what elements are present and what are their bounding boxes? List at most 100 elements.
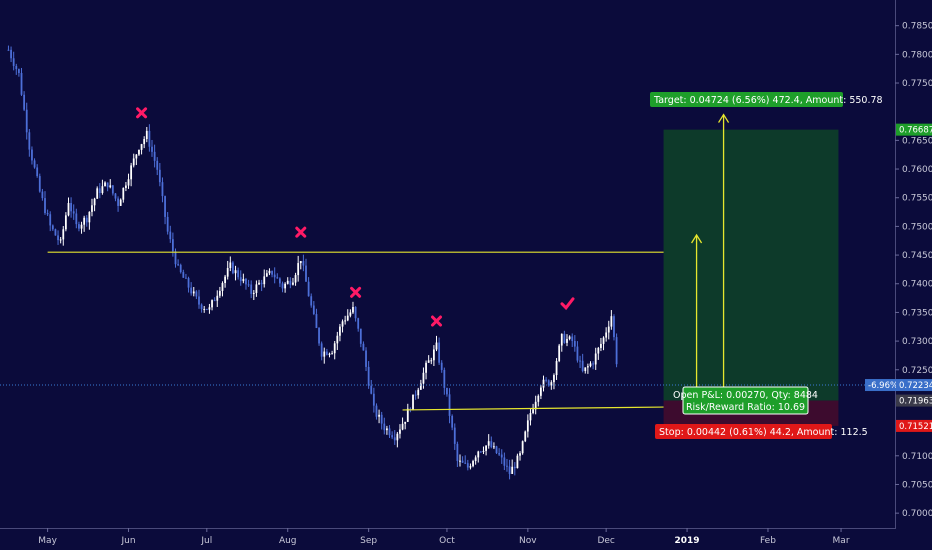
target-arrows bbox=[691, 113, 730, 401]
time-tick-label: Aug bbox=[279, 536, 297, 546]
candle-body bbox=[281, 283, 284, 289]
candle-body bbox=[289, 280, 292, 285]
candle-body bbox=[59, 239, 62, 241]
time-tick-label: Dec bbox=[597, 536, 614, 546]
candle-body bbox=[388, 428, 391, 436]
candle-body bbox=[145, 130, 148, 140]
candle-body bbox=[560, 333, 563, 346]
candle-body bbox=[586, 366, 589, 368]
candle-body bbox=[221, 283, 224, 291]
time-tick-label: Nov bbox=[519, 536, 537, 546]
candle-body bbox=[419, 383, 422, 390]
candle-body bbox=[435, 342, 438, 350]
target-badge[interactable]: Target: 0.04724 (6.56%) 472.4, Amount: 5… bbox=[650, 92, 883, 107]
candle-body bbox=[302, 260, 305, 266]
time-tick-label: Oct bbox=[439, 536, 455, 546]
candle-body bbox=[239, 277, 242, 282]
candle-body bbox=[292, 282, 294, 285]
candle-body bbox=[506, 465, 508, 467]
candle-body bbox=[357, 318, 360, 329]
candle-body bbox=[263, 276, 266, 285]
support-trendline[interactable] bbox=[402, 406, 664, 411]
stop-badge-text: Stop: 0.00442 (0.61%) 44.2, Amount: 112.… bbox=[659, 427, 868, 438]
candle-body bbox=[171, 239, 174, 252]
candle-body bbox=[479, 451, 482, 453]
candle-body bbox=[49, 214, 52, 226]
candle-body bbox=[579, 360, 581, 362]
x-marker-icon bbox=[431, 315, 442, 327]
candle-body bbox=[54, 229, 57, 236]
candle-body bbox=[613, 316, 615, 338]
candle-body bbox=[64, 215, 67, 230]
candle-body bbox=[328, 353, 331, 355]
candle-body bbox=[192, 291, 195, 294]
time-tick-label: Sep bbox=[360, 536, 377, 546]
candle-body bbox=[119, 199, 122, 206]
candle-body bbox=[372, 393, 375, 406]
x-marker-icon bbox=[350, 286, 362, 298]
candle-body bbox=[158, 169, 161, 183]
time-tick-label: May bbox=[38, 536, 57, 546]
candle-body bbox=[615, 337, 618, 365]
candle-body bbox=[571, 336, 574, 342]
candle-body bbox=[581, 360, 584, 372]
candle-body bbox=[584, 367, 587, 372]
candle-body bbox=[28, 132, 31, 150]
candle-body bbox=[370, 385, 373, 394]
candle-body bbox=[401, 423, 404, 430]
candle-body bbox=[273, 274, 276, 278]
candle-body bbox=[464, 462, 467, 464]
candle-body bbox=[336, 335, 339, 344]
candle-body bbox=[286, 280, 289, 284]
candle-body bbox=[461, 460, 464, 463]
candle-body bbox=[537, 395, 540, 402]
arrow-head-icon bbox=[691, 233, 703, 244]
candle-body bbox=[443, 369, 446, 388]
time-tick-label: Jul bbox=[200, 536, 212, 546]
candle-body bbox=[260, 282, 263, 285]
candle-body bbox=[500, 454, 503, 458]
svg-text:-6.96%: -6.96% bbox=[868, 381, 898, 391]
candle-body bbox=[339, 326, 341, 336]
candle-body bbox=[526, 420, 529, 432]
candle-body bbox=[245, 278, 247, 285]
candle-body bbox=[83, 217, 86, 225]
candle-body bbox=[174, 251, 177, 265]
candle-body bbox=[448, 394, 451, 416]
svg-text:0.71963: 0.71963 bbox=[899, 397, 932, 407]
candle-body bbox=[36, 167, 39, 177]
candle-body bbox=[70, 203, 72, 212]
candle-body bbox=[12, 58, 15, 66]
candle-body bbox=[106, 182, 109, 188]
time-tick-label: Feb bbox=[760, 536, 776, 546]
candle-body bbox=[362, 343, 365, 351]
pattern-markers bbox=[136, 107, 575, 327]
svg-text:0.71521: 0.71521 bbox=[899, 422, 932, 432]
candle-body bbox=[477, 451, 480, 458]
candle-body bbox=[359, 328, 362, 344]
candle-body bbox=[18, 69, 20, 73]
time-axis[interactable]: May Jun Jul Aug Sep Oct Nov Dec 2019 Feb Mar bbox=[38, 528, 850, 546]
candle-body bbox=[310, 296, 313, 306]
candle-body bbox=[265, 273, 268, 277]
candle-body bbox=[114, 193, 117, 199]
candle-body bbox=[558, 345, 561, 362]
candle-body bbox=[279, 278, 281, 284]
candle-body bbox=[545, 379, 548, 381]
candle-body bbox=[383, 423, 386, 431]
candle-body bbox=[96, 188, 99, 199]
pnl-badge[interactable]: Open P&L: 0.00270, Qty: 8484 Risk/Reward… bbox=[673, 386, 818, 415]
candle-body bbox=[440, 362, 443, 370]
stop-badge[interactable]: Stop: 0.00442 (0.61%) 44.2, Amount: 112.… bbox=[655, 424, 868, 439]
candle-body bbox=[331, 353, 333, 355]
candle-body bbox=[597, 347, 600, 354]
candle-body bbox=[399, 429, 401, 434]
candle-body bbox=[498, 453, 501, 455]
candle-body bbox=[198, 296, 200, 305]
